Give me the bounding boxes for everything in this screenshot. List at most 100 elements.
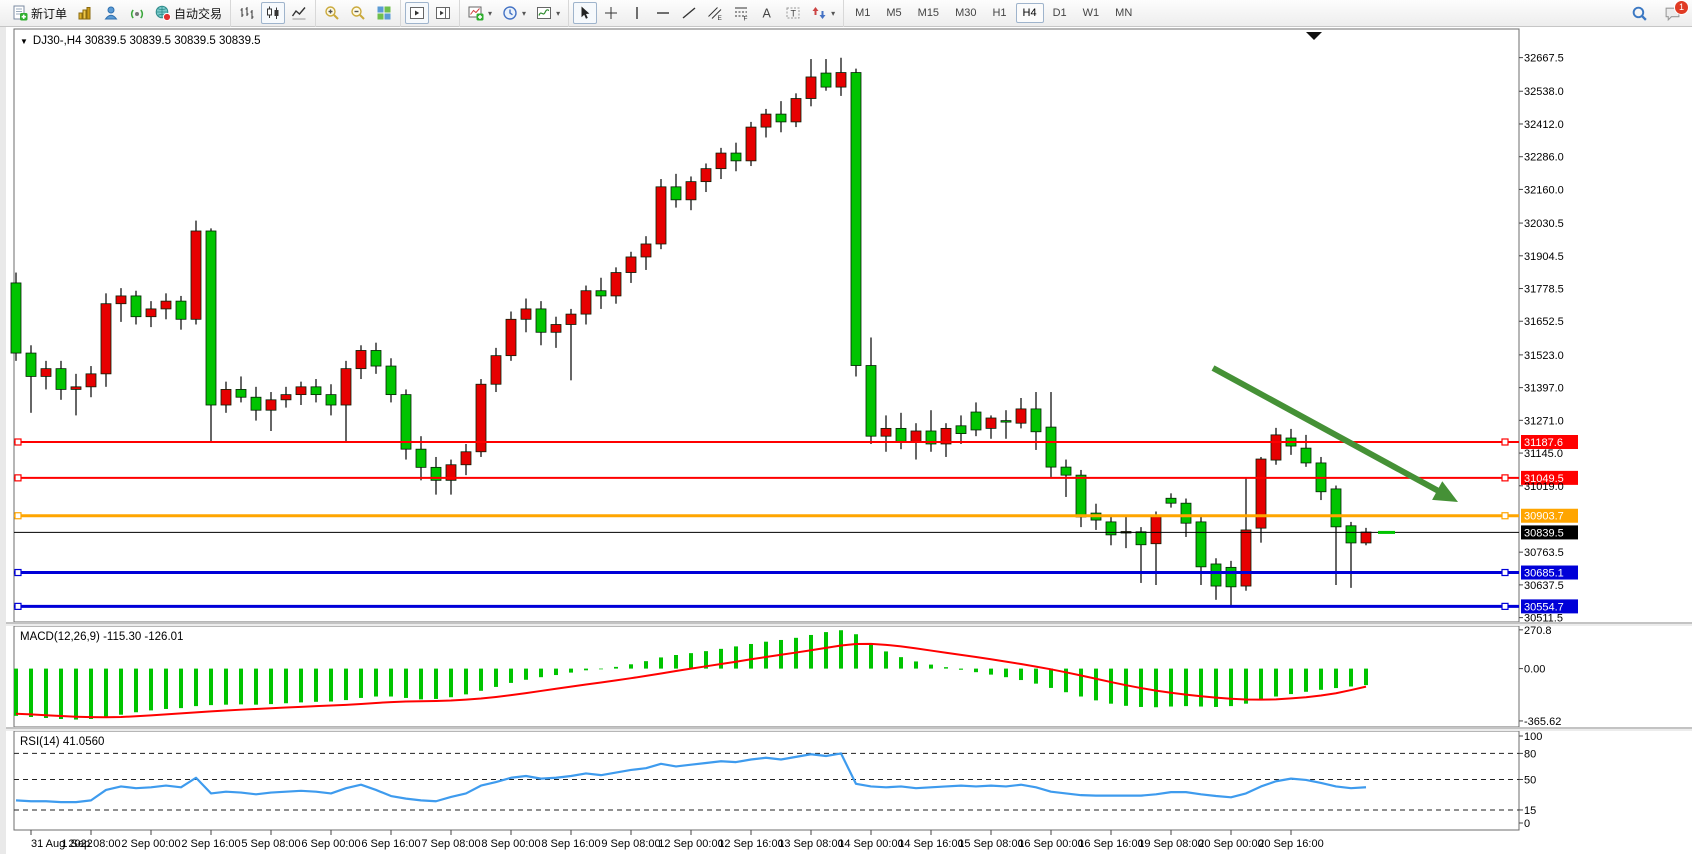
time-tick-label: 12 Sep 16:00 — [718, 838, 783, 850]
text-a-icon: A — [763, 7, 772, 21]
chevron-down-icon: ▾ — [522, 8, 527, 18]
rsi-tick-label: 15 — [1524, 805, 1536, 817]
time-tick-label: 12 Sep 00:00 — [658, 838, 723, 850]
bull-candle — [910, 430, 922, 442]
toolbar-group — [230, 0, 315, 27]
panel-separator[interactable] — [6, 727, 1692, 731]
horizontal-line-button[interactable] — [651, 2, 675, 24]
price-label-box — [1521, 565, 1578, 580]
time-tick-label: 8 Sep 16:00 — [541, 838, 600, 850]
support-line-2[interactable]: 30554.7 — [14, 599, 1578, 614]
pivot-line[interactable]: 30903.7 — [14, 508, 1578, 523]
timeframe-h1-button[interactable]: H1 — [985, 3, 1013, 23]
market-watch-button[interactable] — [73, 2, 97, 24]
line-chart-button[interactable] — [287, 2, 311, 24]
bull-candle — [835, 72, 847, 88]
zoom-out-icon — [351, 6, 365, 20]
chevron-down-icon: ▾ — [831, 8, 836, 18]
timeframe-h4-button[interactable]: H4 — [1015, 3, 1044, 23]
cursor-button[interactable] — [573, 2, 598, 24]
price-tick-label: 32412.0 — [1524, 119, 1564, 131]
line-anchor[interactable] — [1501, 474, 1509, 482]
bear-candle — [730, 152, 742, 162]
bull-candle — [160, 300, 172, 310]
fibonacci-retracement-button[interactable]: F — [729, 2, 753, 24]
symbol-ohlc-text: DJ30-,H4 30839.5 30839.5 30839.5 30839.5 — [32, 35, 261, 47]
trend-arrow[interactable] — [1211, 365, 1458, 502]
collapse-triangle-icon[interactable]: ▼ — [20, 36, 28, 46]
equidistant-channel-button[interactable]: E — [703, 2, 727, 24]
arrows-tool-icon — [812, 7, 826, 19]
bear-candle — [955, 425, 967, 434]
timeframe-m1-button[interactable]: M1 — [848, 3, 877, 23]
price-label-text: 30554.7 — [1524, 601, 1564, 613]
text-button[interactable]: A — [755, 2, 779, 24]
chart-shift-button[interactable] — [431, 2, 455, 24]
trendline-button[interactable] — [677, 2, 701, 24]
vertical-line-button[interactable] — [625, 2, 649, 24]
timeframe-m5-button[interactable]: M5 — [879, 3, 908, 23]
line-anchor[interactable] — [1501, 438, 1509, 446]
line-anchor[interactable] — [1501, 512, 1509, 520]
resistance-line-1[interactable]: 31187.6 — [14, 435, 1578, 449]
new-order-button[interactable]: 新订单 — [8, 2, 71, 24]
bear-candle — [400, 394, 412, 450]
tile-windows-button[interactable] — [372, 2, 396, 24]
templates-button[interactable]: ▾ — [532, 2, 564, 24]
hline-icon — [657, 12, 670, 14]
price-axis[interactable]: 32667.5 32538.0 32412.0 32286.0 32160.0 32030… — [1519, 53, 1564, 625]
signals-button[interactable] — [125, 2, 149, 24]
resistance-line-2[interactable]: 31049.5 — [14, 470, 1578, 485]
bull-candle — [520, 308, 532, 320]
indicators-list-button[interactable]: ▾ — [464, 2, 496, 24]
line-anchor[interactable] — [14, 438, 22, 446]
notifications-button[interactable]: 1 — [1660, 0, 1689, 25]
macd-tick-label: 0.00 — [1524, 664, 1545, 676]
timeframe-d1-button[interactable]: D1 — [1046, 3, 1074, 23]
auto-scroll-button[interactable] — [405, 2, 430, 24]
timeframe-w1-button[interactable]: W1 — [1076, 3, 1107, 23]
rsi-tick-label: 0 — [1524, 818, 1530, 830]
bull-candle — [1015, 408, 1027, 424]
chart-shift-icon — [436, 7, 451, 19]
zoom-out-button[interactable] — [346, 2, 370, 24]
support-line-1[interactable]: 30685.1 — [14, 565, 1578, 580]
toolbar-group — [400, 0, 459, 27]
line-anchor[interactable] — [14, 568, 22, 577]
price-tick-label: 32160.0 — [1524, 184, 1564, 196]
text-label-button[interactable]: T — [781, 2, 805, 24]
toolbar-group: 新订单 自动交易 — [4, 0, 230, 27]
bear-candle — [55, 368, 67, 390]
accounts-button[interactable] — [99, 2, 123, 24]
rsi-label: RSI(14) 41.0560 — [20, 736, 104, 748]
crosshair-button[interactable] — [599, 2, 623, 24]
line-anchor[interactable] — [14, 474, 22, 482]
bear-candle — [535, 308, 547, 333]
price-label-box — [1521, 508, 1578, 523]
candlestick-chart-button[interactable] — [261, 2, 286, 24]
bull-candle — [700, 168, 712, 183]
line-anchor[interactable] — [14, 512, 22, 520]
autotrading-icon — [155, 5, 172, 21]
bull-candle — [145, 308, 157, 318]
periods-button[interactable]: ▾ — [498, 2, 530, 24]
chart-canvas[interactable]: 31187.6 31049.5 30903.7 30839.5 30685.1 30554… — [6, 27, 1692, 854]
autotrading-button[interactable]: 自动交易 — [151, 2, 226, 24]
panel-separator[interactable] — [6, 622, 1692, 626]
line-anchor[interactable] — [1501, 568, 1509, 577]
timeframe-mn-button[interactable]: MN — [1108, 3, 1139, 23]
line-anchor[interactable] — [1501, 602, 1509, 610]
bull-candle — [85, 373, 97, 388]
price-tick-label: 31397.0 — [1524, 383, 1564, 395]
timeframe-m30-button[interactable]: M30 — [948, 3, 983, 23]
chart-shift-marker[interactable] — [1306, 32, 1322, 40]
search-button[interactable] — [1627, 3, 1652, 25]
zoom-in-button[interactable] — [320, 2, 344, 24]
bull-candle — [355, 350, 367, 370]
timeframe-m15-button[interactable]: M15 — [911, 3, 946, 23]
arrows-button[interactable]: ▾ — [807, 2, 839, 24]
line-anchor[interactable] — [14, 602, 22, 610]
macd-indicator: MACD(12,26,9) -115.30 -126.01 270.8 0.00 -3… — [14, 625, 1561, 728]
bar-chart-button[interactable] — [235, 2, 259, 24]
